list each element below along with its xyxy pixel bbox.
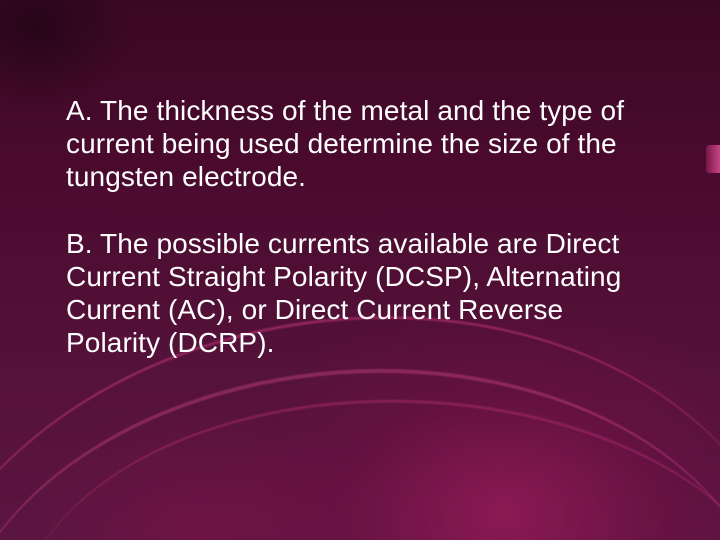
paragraph-b: B. The possible currents available are D… — [66, 227, 646, 359]
slide-content: A. The thickness of the metal and the ty… — [0, 0, 720, 359]
paragraph-a: A. The thickness of the metal and the ty… — [66, 94, 646, 193]
